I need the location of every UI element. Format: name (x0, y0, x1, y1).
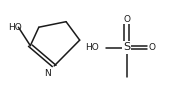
Text: HO: HO (8, 23, 22, 32)
Text: O: O (123, 15, 130, 24)
Text: HO: HO (85, 43, 99, 52)
Text: O: O (149, 43, 156, 52)
Text: S: S (123, 42, 130, 53)
Text: N: N (44, 69, 51, 78)
